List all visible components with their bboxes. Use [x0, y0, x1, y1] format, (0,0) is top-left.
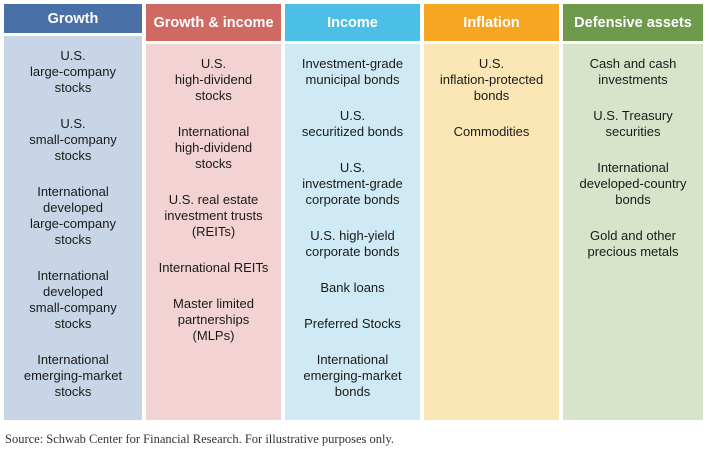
- asset-item: Cash and cash investments: [589, 56, 677, 87]
- column-inflation: Inflation U.S. inflation-protected bonds…: [424, 4, 559, 420]
- asset-item: Commodities: [453, 124, 530, 139]
- asset-item: U.S. investment-grade corporate bonds: [302, 160, 403, 207]
- column-body: U.S. high-dividend stocks International h…: [146, 44, 281, 420]
- column-income: Income Investment-grade municipal bonds U…: [285, 4, 420, 420]
- column-body: Cash and cash investments U.S. Treasury s…: [563, 44, 703, 420]
- column-body: Investment-grade municipal bonds U.S. sec…: [285, 44, 420, 420]
- asset-item: U.S. high-yield corporate bonds: [305, 228, 400, 259]
- asset-item: International developed-country bonds: [579, 160, 687, 207]
- column-growth-income: Growth & income U.S. high-dividend stock…: [146, 4, 281, 420]
- asset-item: International developed small-company st…: [29, 268, 117, 331]
- asset-item: Investment-grade municipal bonds: [301, 56, 404, 87]
- asset-item: U.S. small-company stocks: [29, 116, 117, 163]
- asset-item: Bank loans: [320, 280, 385, 295]
- asset-item: Preferred Stocks: [304, 316, 401, 331]
- column-growth: Growth U.S. large-company stocks U.S. sma…: [4, 4, 142, 420]
- asset-item: U.S. real estate investment trusts (REIT…: [164, 192, 263, 239]
- asset-item: International developed large-company st…: [30, 184, 116, 247]
- column-header: Growth & income: [146, 4, 281, 41]
- asset-item: Master limited partnerships (MLPs): [173, 296, 254, 343]
- source-note: Source: Schwab Center for Financial Rese…: [5, 432, 395, 446]
- asset-item: U.S. inflation-protected bonds: [439, 56, 544, 103]
- asset-item: International high-dividend stocks: [174, 124, 253, 171]
- column-body: U.S. large-company stocks U.S. small-comp…: [4, 36, 142, 420]
- asset-item: International emerging-market stocks: [23, 352, 123, 399]
- column-header: Growth: [4, 4, 142, 33]
- asset-item: U.S. Treasury securities: [593, 108, 673, 139]
- asset-item: Gold and other precious metals: [587, 228, 679, 259]
- asset-item: International REITs: [158, 260, 269, 275]
- asset-item: International emerging-market bonds: [303, 352, 402, 399]
- asset-item: U.S. large-company stocks: [30, 48, 116, 95]
- column-body: U.S. inflation-protected bonds Commoditie…: [424, 44, 559, 420]
- column-header: Income: [285, 4, 420, 41]
- asset-class-table: Growth U.S. large-company stocks U.S. sma…: [4, 4, 707, 420]
- column-header: Inflation: [424, 4, 559, 41]
- asset-item: U.S. securitized bonds: [301, 108, 404, 139]
- column-defensive-assets: Defensive assets Cash and cash investmen…: [563, 4, 703, 420]
- column-header: Defensive assets: [563, 4, 703, 41]
- asset-item: U.S. high-dividend stocks: [174, 56, 253, 103]
